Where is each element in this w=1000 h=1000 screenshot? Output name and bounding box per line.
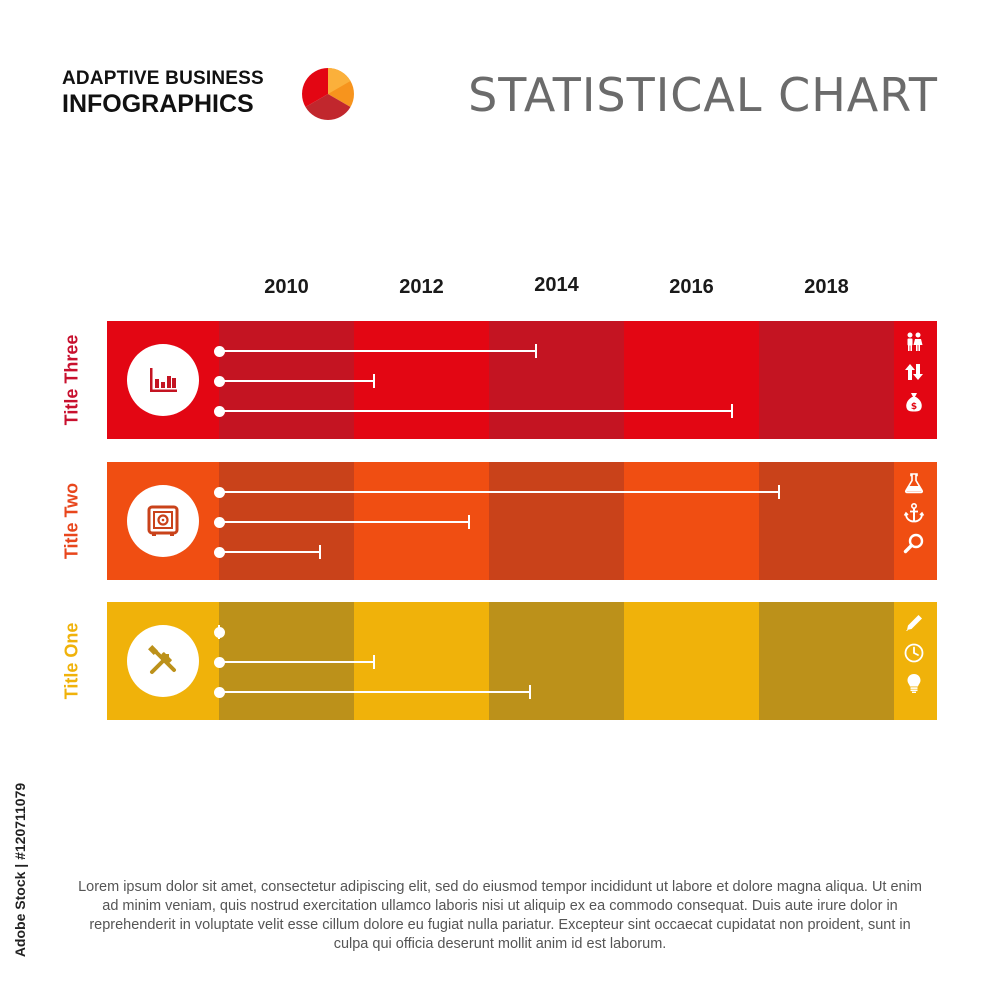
brand-line-1: ADAPTIVE BUSINESS xyxy=(62,68,264,89)
bar-start-dot xyxy=(214,375,225,387)
side-credit: Adobe Stock | #120711079 xyxy=(10,770,30,970)
bar-end-cap xyxy=(467,515,470,529)
footer-text: Lorem ipsum dolor sit amet, consectetur … xyxy=(78,879,922,952)
year-tick-label: 2018 xyxy=(804,276,849,298)
bar-end-cap xyxy=(218,625,220,639)
bar-line xyxy=(219,491,780,493)
band-title-one xyxy=(107,602,937,720)
bar-start-dot xyxy=(214,546,225,558)
page-title: STATISTICAL CHART xyxy=(468,68,938,122)
side-credit-text: Adobe Stock | #120711079 xyxy=(12,782,28,958)
magnifier-icon xyxy=(903,532,925,554)
band-title-two xyxy=(107,462,937,580)
bar-start-dot xyxy=(214,345,225,357)
bar-line xyxy=(219,551,321,553)
bar-line xyxy=(219,380,375,382)
bar-chart-icon xyxy=(127,344,199,416)
band-title-three: $ xyxy=(107,321,937,439)
year-stripe xyxy=(489,321,624,439)
bar-line xyxy=(219,350,537,352)
year-stripe xyxy=(489,602,624,720)
bar-line xyxy=(219,661,375,663)
pie-logo-icon xyxy=(300,66,356,122)
clock-icon xyxy=(903,642,925,664)
band-label-text: Title Two xyxy=(61,482,82,560)
safe-icon xyxy=(127,485,199,557)
anchor-icon xyxy=(903,502,925,524)
year-stripe xyxy=(624,602,759,720)
year-stripe xyxy=(759,462,894,580)
brand-line-2: INFOGRAPHICS xyxy=(62,90,254,118)
bar-start-dot xyxy=(214,686,225,698)
bar-line xyxy=(219,410,732,412)
people-icon xyxy=(903,331,925,353)
bar-end-cap xyxy=(778,485,781,499)
bar-end-cap xyxy=(373,374,376,388)
year-tick-label: 2016 xyxy=(669,276,714,298)
band-label-text: Title Three xyxy=(61,334,82,426)
arrows-updown-icon xyxy=(903,361,925,383)
year-tick-label: 2012 xyxy=(399,276,444,298)
year-tick-label: 2010 xyxy=(264,276,309,298)
bar-end-cap xyxy=(373,655,376,669)
bar-line xyxy=(219,691,530,693)
money-bag-icon: $ xyxy=(903,391,925,413)
bar-end-cap xyxy=(535,344,538,358)
year-stripe xyxy=(624,321,759,439)
year-stripe xyxy=(354,602,489,720)
year-stripe xyxy=(354,321,489,439)
lightbulb-icon xyxy=(903,672,925,694)
bar-end-cap xyxy=(319,545,322,559)
tools-icon xyxy=(127,625,199,697)
year-stripe xyxy=(624,462,759,580)
band-label-text: Title One xyxy=(61,622,82,700)
bar-end-cap xyxy=(528,685,531,699)
bar-end-cap xyxy=(731,404,733,418)
year-stripe xyxy=(759,602,894,720)
pencil-icon xyxy=(903,612,925,634)
year-tick-label: 2014 xyxy=(534,274,579,296)
flask-icon xyxy=(903,472,925,494)
bar-start-dot xyxy=(214,656,225,668)
bar-start-dot xyxy=(214,405,225,417)
bar-line xyxy=(219,521,469,523)
year-stripe xyxy=(759,321,894,439)
svg-text:$: $ xyxy=(911,402,917,412)
year-stripe xyxy=(489,462,624,580)
bar-start-dot xyxy=(214,486,225,498)
bar-start-dot xyxy=(214,516,225,528)
